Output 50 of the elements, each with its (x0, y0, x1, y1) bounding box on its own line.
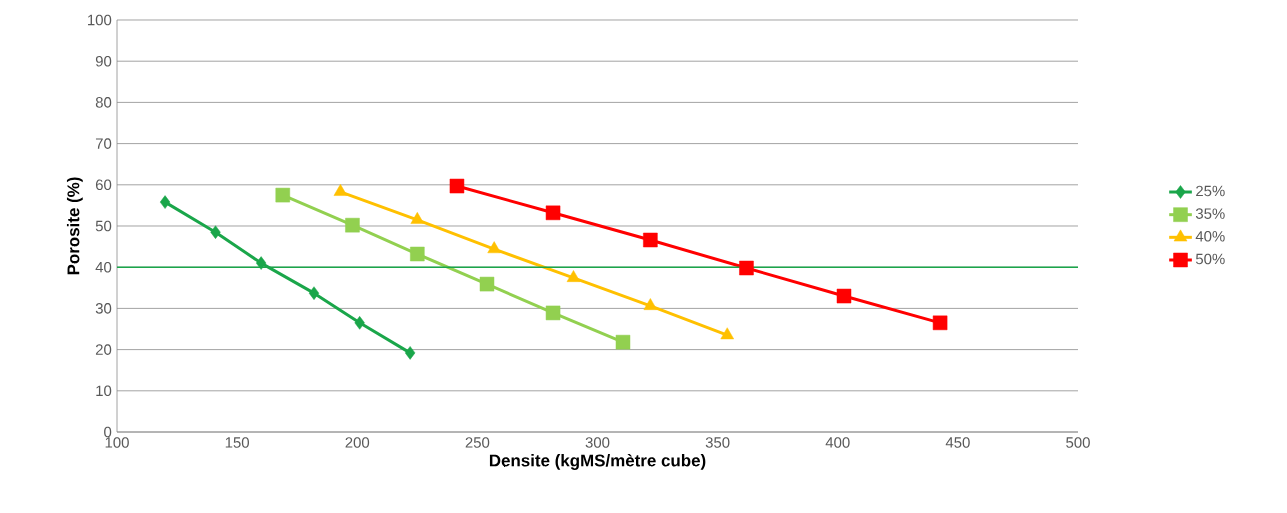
point (739, 260, 754, 276)
point (545, 305, 561, 321)
point (932, 315, 948, 331)
y-tick-label: 40 (95, 261, 112, 273)
legend-label: 40% (1195, 230, 1225, 242)
y-tick-label: 10 (96, 385, 112, 397)
x-tick-label: 150 (225, 437, 249, 448)
y-tick-label: 30 (95, 303, 112, 314)
x-tick-label: 400 (825, 437, 850, 448)
x-tick-label: 350 (705, 437, 730, 448)
y-tick-label: 90 (95, 55, 112, 67)
point (354, 316, 365, 330)
point (308, 286, 320, 300)
x-tick-label: 250 (465, 437, 490, 448)
x-tick-label: 300 (585, 437, 610, 448)
point (487, 241, 501, 254)
point (159, 195, 171, 209)
y-tick-label: 70 (95, 138, 112, 149)
point (615, 334, 631, 350)
point (643, 298, 658, 310)
y-tick-label: 60 (95, 179, 112, 191)
legend-label: 25% (1196, 185, 1225, 197)
x-axis-title: Densite (kgMS/mètre cube) (489, 453, 706, 470)
point (404, 346, 416, 360)
point (210, 225, 221, 239)
point (256, 256, 267, 270)
point (545, 205, 561, 221)
x-tick-label: 450 (945, 437, 970, 448)
point (566, 270, 581, 282)
y-axis-title: Porosite (%) (66, 177, 83, 275)
point (410, 246, 425, 262)
x-tick-label: 200 (345, 437, 370, 448)
point (720, 327, 734, 340)
point (410, 212, 425, 224)
x-tick-label: 500 (1066, 437, 1090, 448)
legend-label: 35% (1195, 208, 1225, 219)
y-tick-label: 100 (88, 14, 112, 26)
y-tick-label: 0 (104, 426, 112, 438)
point (836, 288, 852, 304)
y-tick-label: 20 (95, 344, 112, 355)
point (345, 217, 360, 233)
x-tick-label: 100 (105, 437, 129, 448)
point (449, 178, 465, 194)
point (275, 187, 291, 203)
legend-label: 50% (1195, 253, 1225, 265)
point (333, 184, 348, 196)
y-tick-label: 50 (95, 220, 112, 232)
point (643, 232, 658, 248)
y-tick-label: 80 (95, 97, 112, 108)
point (479, 276, 495, 292)
